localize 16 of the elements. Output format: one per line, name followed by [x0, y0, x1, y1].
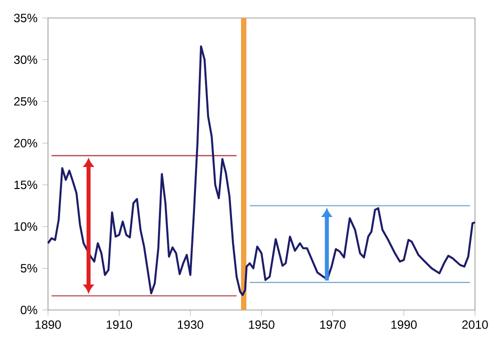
y-tick-label: 5%: [20, 264, 38, 273]
y-tick-label: 25%: [14, 97, 38, 106]
x-tick-label: 1910: [106, 320, 132, 329]
y-tick-label: 20%: [14, 138, 38, 148]
x-tick-label: 1990: [391, 320, 417, 329]
y-tick-label: 0%: [20, 306, 38, 314]
x-tick-label: 2010: [462, 320, 488, 329]
x-tick-label: 1930: [178, 320, 204, 329]
y-tick-label: 10%: [14, 222, 38, 231]
x-tick-label: 1950: [249, 320, 274, 329]
y-tick-label: 15%: [14, 180, 38, 190]
y-tick-label: 30%: [14, 55, 38, 64]
x-tick-label: 1890: [36, 320, 61, 329]
line-series: [47, 45, 476, 296]
y-tick-label: 35%: [14, 14, 38, 22]
x-tick-label: 1970: [320, 320, 346, 329]
